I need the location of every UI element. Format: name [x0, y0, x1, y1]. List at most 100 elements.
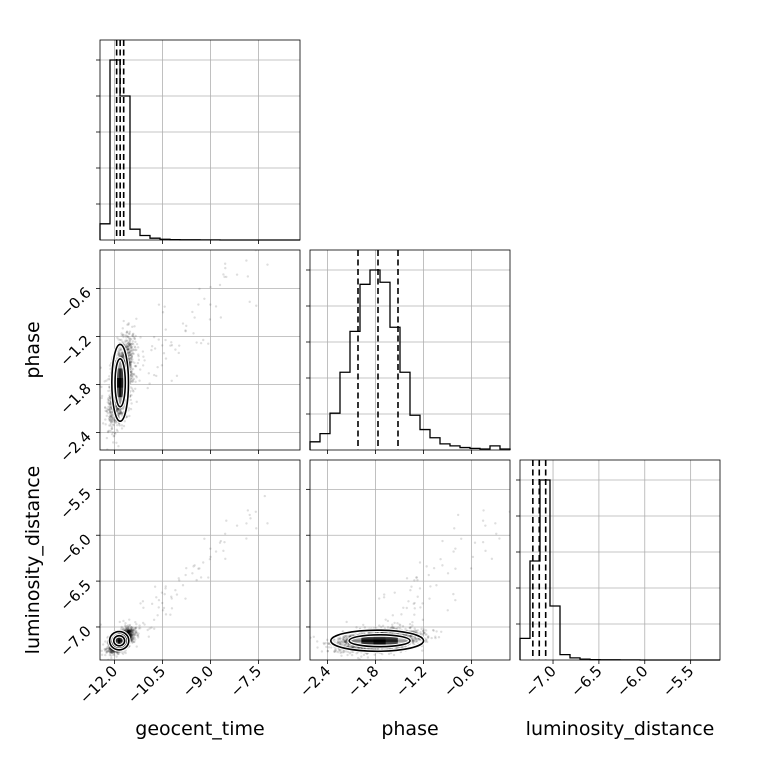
sample-point: [322, 641, 325, 645]
sample-point: [129, 632, 132, 635]
sample-point: [264, 243, 266, 245]
sample-point: [161, 609, 165, 612]
sample-point: [128, 630, 131, 634]
sample-point: [202, 561, 205, 564]
sample-point: [106, 430, 110, 434]
sample-point: [106, 407, 109, 411]
sample-point: [122, 335, 125, 339]
sample-point: [111, 420, 115, 424]
sample-point: [129, 633, 132, 636]
sample-point: [128, 631, 131, 635]
sample-point: [333, 649, 336, 652]
sample-point: [118, 412, 121, 415]
sample-point: [131, 376, 134, 379]
sample-point: [248, 300, 251, 304]
sample-point: [128, 358, 132, 361]
sample-point: [127, 631, 131, 635]
sample-point: [110, 427, 113, 431]
sample-point: [131, 631, 134, 634]
sample-point: [106, 448, 109, 450]
sample-point: [109, 405, 113, 409]
sample-point: [110, 650, 114, 654]
sample-point: [128, 633, 132, 636]
x-tick-label: −0.6: [440, 662, 478, 700]
sample-point: [100, 385, 103, 389]
sample-point: [132, 336, 135, 339]
sample-point: [125, 626, 128, 630]
sample-point: [155, 374, 158, 378]
sample-point: [127, 627, 131, 630]
sample-point: [129, 372, 133, 376]
sample-point: [398, 627, 402, 630]
sample-point: [161, 601, 164, 605]
sample-point: [150, 348, 153, 352]
density-cell: [121, 378, 124, 389]
sample-point: [134, 631, 137, 634]
sample-point: [342, 639, 346, 642]
sample-point: [104, 653, 107, 657]
sample-point: [126, 629, 130, 633]
x-tick-label: −6.0: [613, 662, 651, 700]
sample-point: [132, 373, 136, 377]
sample-point: [110, 408, 113, 411]
sample-point: [131, 334, 134, 337]
sample-point: [137, 636, 140, 639]
sample-point: [128, 630, 132, 633]
sample-point: [131, 638, 134, 641]
sample-point: [100, 653, 104, 657]
sample-point: [118, 651, 121, 654]
sample-point: [128, 330, 132, 333]
sample-point: [125, 627, 128, 631]
density-cell: [118, 641, 121, 645]
sample-point: [125, 415, 129, 418]
sample-point: [343, 641, 347, 644]
density-cell: [119, 387, 122, 398]
sample-point: [118, 424, 121, 427]
sample-point: [128, 624, 131, 628]
sample-point: [129, 634, 133, 637]
sample-point: [117, 409, 120, 412]
sample-point: [131, 340, 135, 343]
sample-point: [135, 376, 138, 379]
sample-point: [138, 624, 141, 627]
sample-point: [130, 354, 134, 357]
sample-point: [130, 342, 133, 346]
y-tick-label: −7.0: [56, 622, 94, 660]
sample-point: [126, 629, 129, 632]
sample-point: [120, 334, 123, 337]
sample-point: [152, 335, 156, 339]
sample-point: [110, 415, 113, 419]
sample-point: [137, 353, 140, 356]
sample-point: [109, 647, 112, 651]
density-cell: [115, 637, 119, 641]
sample-point: [105, 410, 109, 413]
axes-frame: [99, 249, 301, 451]
sample-point: [134, 340, 137, 344]
sample-point: [129, 360, 133, 364]
sample-point: [473, 541, 477, 544]
sample-point: [126, 348, 130, 351]
sample-point: [104, 423, 107, 426]
sample-point: [127, 347, 131, 351]
sample-point: [135, 400, 138, 404]
sample-point: [126, 339, 129, 343]
sample-point: [409, 629, 413, 633]
sample-point: [129, 364, 133, 367]
sample-point: [116, 651, 119, 654]
sample-point: [128, 344, 132, 347]
sample-point: [130, 358, 133, 361]
sample-point: [117, 353, 120, 356]
sample-point: [178, 579, 181, 582]
sample-point: [108, 407, 111, 411]
sample-point: [108, 386, 111, 389]
sample-point: [108, 650, 111, 654]
sample-point: [130, 631, 133, 634]
sample-point: [161, 344, 164, 347]
sample-point: [132, 640, 136, 644]
sample-point: [134, 365, 137, 368]
sample-point: [105, 409, 108, 413]
sample-point: [129, 629, 133, 632]
sample-point: [127, 631, 130, 634]
sample-point: [131, 635, 134, 638]
sample-point: [127, 628, 130, 631]
